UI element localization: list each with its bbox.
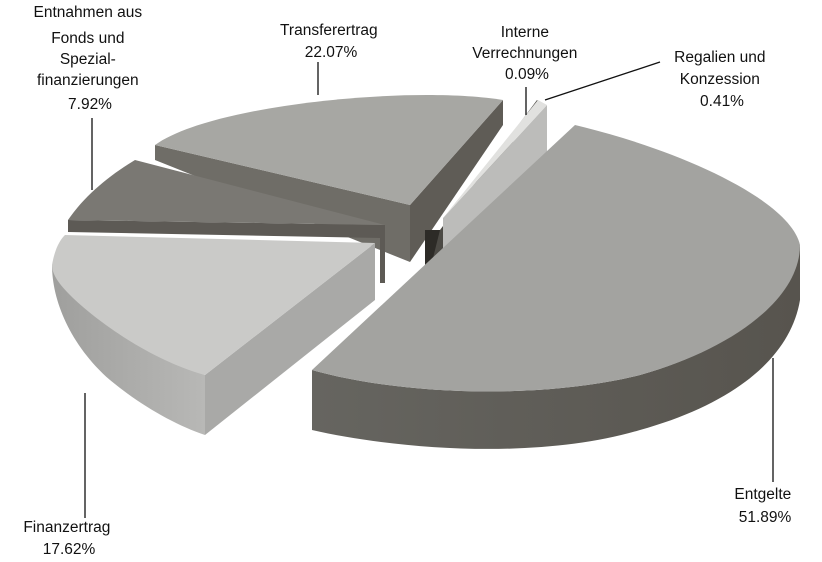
label-transferertrag: Transferertrag 22.07% <box>280 22 382 61</box>
slice-entnahmen-side <box>68 220 385 283</box>
slice-transferertrag-side-right <box>410 100 503 262</box>
slice-finanzertrag-top <box>52 235 375 375</box>
leader-line-regalien <box>544 61 661 101</box>
label-entgelte: Entgelte 51.89% <box>734 486 795 526</box>
slice-regalien-side <box>443 105 547 258</box>
data-labels: Entnahmen aus Fonds und Spezial- finanzi… <box>23 4 795 558</box>
label-finanzertrag: Finanzertrag 17.62% <box>23 519 114 557</box>
slice-transferertrag-top <box>155 95 503 205</box>
slice-finanzertrag-side-right <box>205 243 375 435</box>
label-entnahmen: Entnahmen aus Fonds und Spezial- finanzi… <box>34 4 147 113</box>
label-interne: Interne Verrechnungen 0.09% <box>472 24 581 83</box>
label-regalien: Regalien und Konzession 0.41% <box>674 49 770 110</box>
leader-lines <box>84 61 774 518</box>
slice-entgelte-top <box>312 125 800 392</box>
slice-entgelte <box>312 125 800 449</box>
slice-entgelte-side <box>312 245 800 449</box>
slice-finanzertrag <box>52 235 375 435</box>
slice-entnahmen-top <box>68 160 385 225</box>
slice-regalien <box>443 100 547 258</box>
slice-entnahmen <box>68 160 385 283</box>
slice-regalien-top <box>443 100 547 218</box>
